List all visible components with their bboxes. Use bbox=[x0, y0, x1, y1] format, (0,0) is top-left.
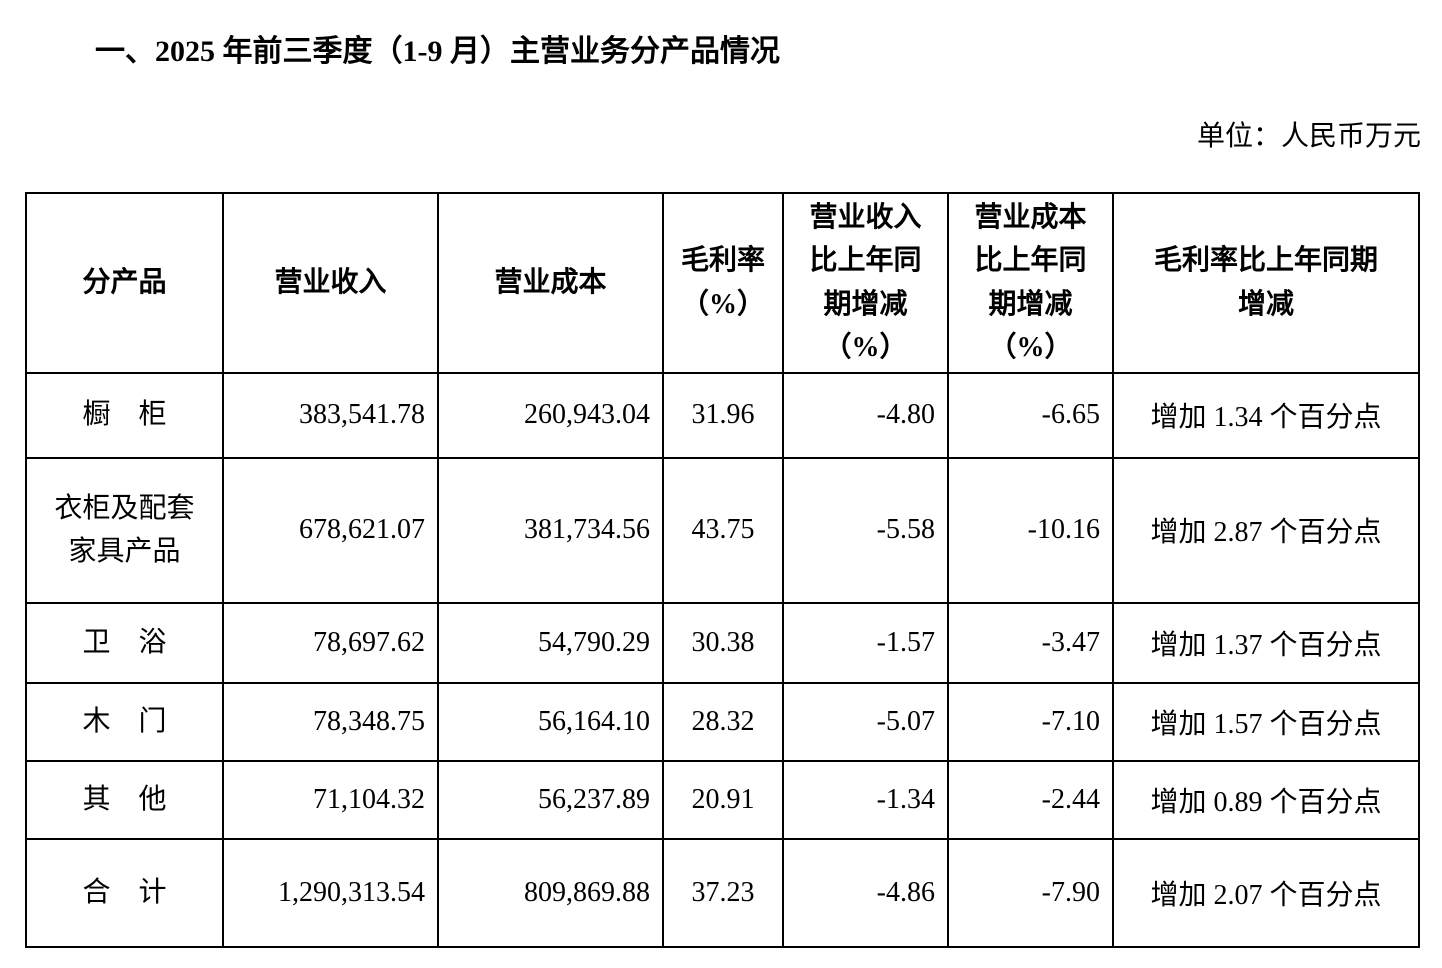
table-row-wooden-door: 木 门 78,348.75 56,164.10 28.32 -5.07 -7.1… bbox=[25, 681, 1420, 762]
col-header-cost: 营业成本 bbox=[437, 191, 664, 374]
cell-cost-yoy: -7.10 bbox=[947, 681, 1114, 762]
cell-cost: 54,790.29 bbox=[437, 601, 664, 684]
cell-revenue-yoy: -1.57 bbox=[782, 601, 949, 684]
cell-cost: 381,734.56 bbox=[437, 456, 664, 604]
cell-revenue: 1,290,313.54 bbox=[222, 837, 439, 948]
cell-cost-yoy: -2.44 bbox=[947, 759, 1114, 840]
cell-margin-yoy: 增加 0.89 个百分点 bbox=[1112, 759, 1420, 840]
product-breakdown-table: 分产品 营业收入 营业成本 毛利率 （%） 营业收入 比上年同 期增减 （%） … bbox=[25, 191, 1420, 948]
cell-product: 其 他 bbox=[25, 759, 224, 840]
cell-margin: 30.38 bbox=[662, 601, 784, 684]
cell-margin: 28.32 bbox=[662, 681, 784, 762]
cell-margin-yoy: 增加 1.57 个百分点 bbox=[1112, 681, 1420, 762]
col-header-margin-yoy: 毛利率比上年同期 增减 bbox=[1112, 191, 1420, 374]
unit-label: 单位：人民币万元 bbox=[1196, 121, 1421, 152]
cell-margin: 31.96 bbox=[662, 371, 784, 459]
page-title: 一、2025 年前三季度（1-9 月）主营业务分产品情况 bbox=[95, 35, 780, 68]
cell-product: 合 计 bbox=[25, 837, 224, 948]
cell-margin-yoy: 增加 1.34 个百分点 bbox=[1112, 371, 1420, 459]
cell-revenue: 78,348.75 bbox=[222, 681, 439, 762]
cell-cost: 56,237.89 bbox=[437, 759, 664, 840]
cell-margin: 43.75 bbox=[662, 456, 784, 604]
col-header-cost-yoy: 营业成本 比上年同 期增减 （%） bbox=[947, 191, 1114, 374]
cell-cost-yoy: -6.65 bbox=[947, 371, 1114, 459]
cell-margin-yoy: 增加 1.37 个百分点 bbox=[1112, 601, 1420, 684]
cell-cost-yoy: -3.47 bbox=[947, 601, 1114, 684]
cell-cost: 56,164.10 bbox=[437, 681, 664, 762]
col-header-product: 分产品 bbox=[25, 191, 224, 374]
table-row-bathroom: 卫 浴 78,697.62 54,790.29 30.38 -1.57 -3.4… bbox=[25, 601, 1420, 684]
table-row-wardrobe: 衣柜及配套 家具产品 678,621.07 381,734.56 43.75 -… bbox=[25, 456, 1420, 604]
cell-margin-yoy: 增加 2.87 个百分点 bbox=[1112, 456, 1420, 604]
cell-cost: 809,869.88 bbox=[437, 837, 664, 948]
cell-revenue-yoy: -5.07 bbox=[782, 681, 949, 762]
cell-revenue-yoy: -5.58 bbox=[782, 456, 949, 604]
table-row-other: 其 他 71,104.32 56,237.89 20.91 -1.34 -2.4… bbox=[25, 759, 1420, 840]
table-row-total: 合 计 1,290,313.54 809,869.88 37.23 -4.86 … bbox=[25, 837, 1420, 948]
cell-product: 橱 柜 bbox=[25, 371, 224, 459]
cell-cost: 260,943.04 bbox=[437, 371, 664, 459]
cell-revenue: 383,541.78 bbox=[222, 371, 439, 459]
col-header-revenue: 营业收入 bbox=[222, 191, 439, 374]
cell-revenue-yoy: -4.80 bbox=[782, 371, 949, 459]
cell-revenue: 71,104.32 bbox=[222, 759, 439, 840]
cell-margin: 20.91 bbox=[662, 759, 784, 840]
cell-revenue-yoy: -1.34 bbox=[782, 759, 949, 840]
cell-margin-yoy: 增加 2.07 个百分点 bbox=[1112, 837, 1420, 948]
table-row-cabinet: 橱 柜 383,541.78 260,943.04 31.96 -4.80 -6… bbox=[25, 371, 1420, 459]
cell-product: 木 门 bbox=[25, 681, 224, 762]
cell-cost-yoy: -7.90 bbox=[947, 837, 1114, 948]
cell-cost-yoy: -10.16 bbox=[947, 456, 1114, 604]
col-header-margin: 毛利率 （%） bbox=[662, 191, 784, 374]
cell-revenue: 78,697.62 bbox=[222, 601, 439, 684]
cell-margin: 37.23 bbox=[662, 837, 784, 948]
cell-product: 衣柜及配套 家具产品 bbox=[25, 456, 224, 604]
cell-revenue: 678,621.07 bbox=[222, 456, 439, 604]
cell-revenue-yoy: -4.86 bbox=[782, 837, 949, 948]
table-header-row: 分产品 营业收入 营业成本 毛利率 （%） 营业收入 比上年同 期增减 （%） … bbox=[25, 191, 1420, 374]
col-header-revenue-yoy: 营业收入 比上年同 期增减 （%） bbox=[782, 191, 949, 374]
cell-product: 卫 浴 bbox=[25, 601, 224, 684]
